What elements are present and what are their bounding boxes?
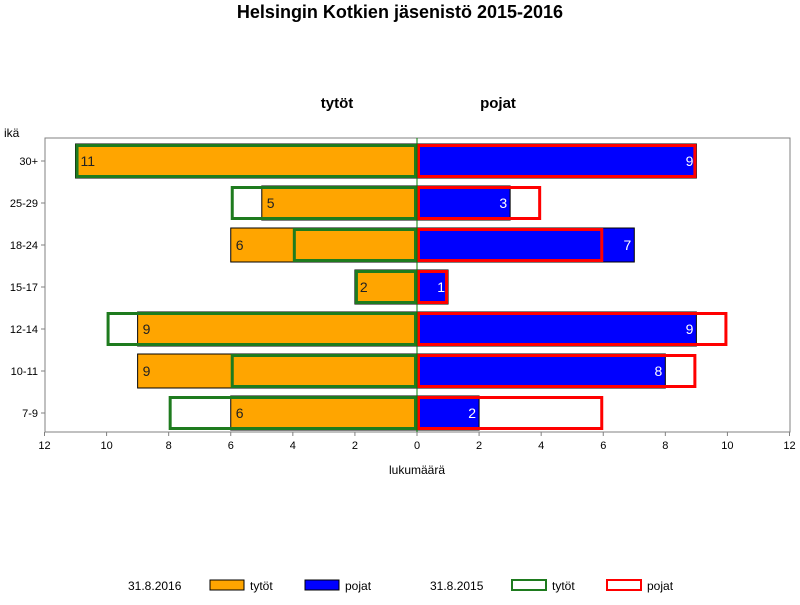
chart-title: Helsingin Kotkien jäsenistö 2015-2016 (237, 2, 563, 22)
legend-3182016-tyt-t-swatch (209, 579, 245, 591)
outline-3182015-pojat-25-29 (417, 186, 542, 220)
legend-3182016-tyt-t-label: tytöt (250, 579, 273, 593)
bar-3182016-tyt-t-12-14 (137, 311, 418, 347)
x-tick-label-6: 0 (414, 440, 420, 452)
x-tick-label-7: 2 (476, 440, 482, 452)
legend-date-3182016: 31.8.2016 (128, 579, 182, 593)
outline-3182015-pojat-15-17 (417, 270, 449, 304)
data-label-pojat-18-24: 7 (623, 237, 631, 253)
data-label-tytot-12-14: 9 (143, 321, 151, 337)
y-tick-label-10-11: 10-11 (11, 366, 38, 378)
bar-3182016-tyt-t-30- (75, 143, 418, 179)
right-side-header: pojat (480, 95, 516, 112)
legend-3182015-pojat-label: pojat (647, 579, 674, 593)
data-label-pojat-7-9: 2 (468, 405, 476, 421)
bar-3182016-tyt-t-18-24 (230, 227, 418, 263)
legend-date-3182015: 31.8.2015 (430, 579, 484, 593)
x-tick-label-8: 4 (538, 440, 544, 452)
data-label-pojat-15-17: 1 (437, 279, 445, 295)
legend-3182015-tyt-t-label: tytöt (552, 579, 575, 593)
y-tick-label-30-: 30+ (19, 156, 38, 168)
bar-3182016-tyt-t-10-11 (137, 353, 418, 389)
outline-3182015-tyt-t-25-29 (230, 186, 417, 220)
data-label-tytot-25-29: 5 (267, 195, 275, 211)
bar-3182016-tyt-t-7-9 (230, 395, 418, 431)
outline-3182015-tyt-t-30- (75, 144, 418, 178)
y-tick-label-25-29: 25-29 (10, 198, 38, 210)
x-tick-label-10: 8 (662, 440, 668, 452)
bar-3182016-pojat-12-14 (416, 311, 697, 347)
y-axis-label: ikä (4, 126, 20, 140)
x-tick-label-3: 6 (228, 440, 234, 452)
data-label-pojat-12-14: 9 (686, 321, 694, 337)
data-label-tytot-30-: 11 (81, 153, 96, 169)
x-tick-label-1: 10 (100, 440, 112, 452)
outline-3182015-tyt-t-18-24 (292, 228, 418, 262)
y-tick-label-12-14: 12-14 (10, 324, 38, 336)
bar-3182016-pojat-10-11 (416, 353, 666, 389)
legend-3182015-pojat-swatch (606, 579, 642, 591)
outline-3182015-tyt-t-7-9 (168, 396, 417, 430)
outline-3182015-tyt-t-10-11 (230, 354, 417, 388)
x-tick-label-4: 4 (290, 440, 296, 452)
bar-3182016-pojat-30- (416, 143, 697, 179)
data-label-tytot-18-24: 6 (236, 237, 244, 253)
bar-3182016-pojat-25-29 (416, 185, 511, 221)
data-label-pojat-30-: 9 (686, 153, 694, 169)
x-tick-label-5: 2 (352, 440, 358, 452)
left-side-header: tytöt (321, 95, 354, 112)
bar-3182016-tyt-t-25-29 (261, 185, 418, 221)
outline-3182015-tyt-t-15-17 (354, 270, 417, 304)
data-label-tytot-7-9: 6 (236, 405, 244, 421)
outline-3182015-pojat-18-24 (417, 228, 604, 262)
data-label-pojat-25-29: 3 (499, 195, 507, 211)
outline-3182015-pojat-12-14 (417, 312, 728, 346)
data-labels-layer: 11 9 5 3 6 7 2 1 9 9 9 8 6 2 (81, 153, 694, 421)
outline-3182015-pojat-7-9 (417, 396, 604, 430)
outline-3182015-pojat-10-11 (417, 354, 697, 388)
outline-3182015-pojat-30- (417, 144, 697, 178)
legend-3182016-pojat-label: pojat (345, 579, 372, 593)
x-tick-label-2: 8 (166, 440, 172, 452)
legend: 31.8.2016 tytöt pojat 31.8.2015 tytöt pojat (128, 579, 674, 593)
data-label-pojat-10-11: 8 (655, 363, 663, 379)
legend-3182016-pojat-swatch (304, 579, 340, 591)
data-label-tytot-15-17: 2 (360, 279, 368, 295)
x-tick-label-11: 10 (721, 440, 733, 452)
x-tick-label-12: 12 (783, 440, 795, 452)
x-axis-label: lukumäärä (389, 463, 445, 477)
x-tick-label-0: 12 (38, 440, 50, 452)
legend-3182015-tyt-t-swatch (511, 579, 547, 591)
x-tick-label-9: 6 (600, 440, 606, 452)
y-tick-label-18-24: 18-24 (10, 240, 38, 252)
y-tick-label-7-9: 7-9 (22, 408, 38, 420)
bars-layer (75, 143, 728, 431)
data-label-tytot-10-11: 9 (143, 363, 151, 379)
y-tick-label-15-17: 15-17 (10, 282, 38, 294)
outline-3182015-tyt-t-12-14 (106, 312, 417, 346)
bar-3182016-pojat-18-24 (416, 227, 635, 263)
